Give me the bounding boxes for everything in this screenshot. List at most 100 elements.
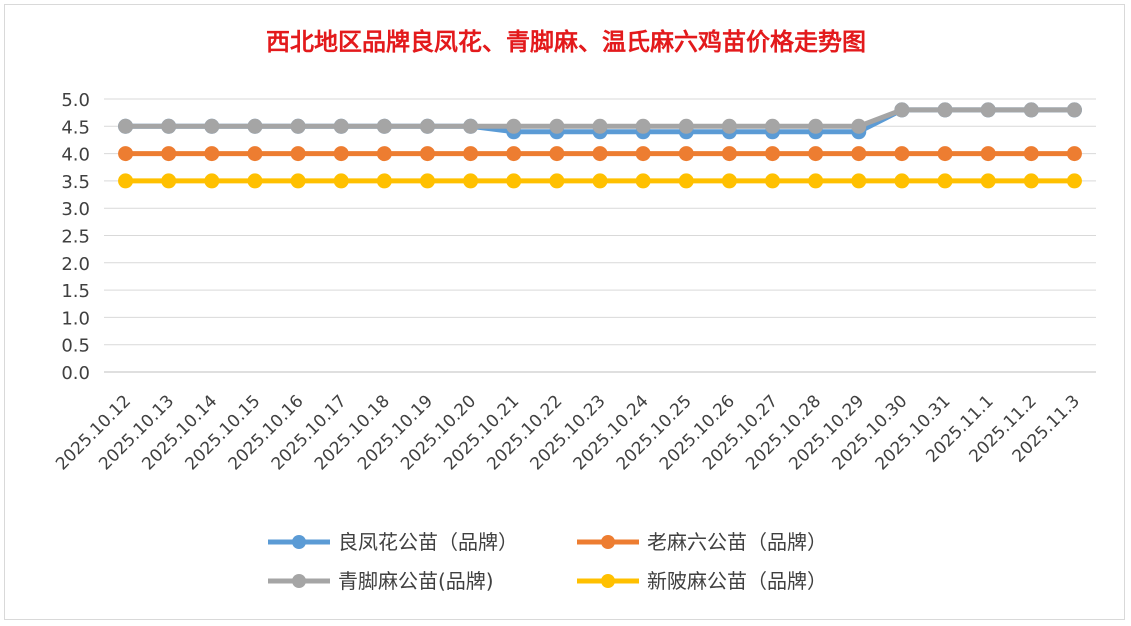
data-point: [290, 146, 306, 162]
data-point: [678, 173, 694, 189]
data-point: [635, 173, 651, 189]
legend-marker: [601, 574, 615, 588]
data-point: [204, 118, 220, 134]
y-tick-label: 5.0: [61, 90, 90, 111]
data-point: [937, 146, 953, 162]
data-point: [549, 146, 565, 162]
data-point: [333, 118, 349, 134]
legend-marker: [292, 535, 306, 549]
data-point: [721, 118, 737, 134]
data-point: [419, 146, 435, 162]
data-point: [333, 146, 349, 162]
data-point: [376, 146, 392, 162]
legend-label: 老麻六公苗（品牌）: [647, 530, 827, 554]
data-point: [1066, 146, 1082, 162]
y-tick-label: 2.0: [61, 254, 90, 275]
data-point: [506, 118, 522, 134]
legend-label: 青脚麻公苗(品牌): [338, 569, 494, 593]
series-1: [118, 146, 1082, 162]
data-point: [463, 173, 479, 189]
x-axis-ticks: 2025.10.122025.10.132025.10.142025.10.15…: [52, 391, 1084, 474]
legend-item: 良凤花公苗（品牌）: [268, 530, 518, 554]
y-axis-ticks: 0.0 0.5 1.0 1.5 2.0 2.5 3.0 3.5 4.0 4.5 5.0: [61, 90, 90, 384]
data-point: [204, 173, 220, 189]
y-tick-label: 3.0: [61, 199, 90, 220]
data-point: [419, 118, 435, 134]
chart-title: 西北地区品牌良凤花、青脚麻、温氏麻六鸡苗价格走势图: [266, 27, 866, 56]
data-point: [937, 173, 953, 189]
data-point: [1023, 146, 1039, 162]
data-point: [765, 118, 781, 134]
data-point: [161, 146, 177, 162]
legend-item: 青脚麻公苗(品牌): [268, 569, 494, 593]
data-point: [937, 102, 953, 118]
data-point: [506, 146, 522, 162]
data-point: [765, 173, 781, 189]
data-point: [592, 173, 608, 189]
data-point: [290, 173, 306, 189]
data-point: [980, 102, 996, 118]
legend-label: 良凤花公苗（品牌）: [338, 530, 518, 554]
data-point: [808, 118, 824, 134]
data-point: [549, 118, 565, 134]
y-tick-label: 0.5: [61, 336, 90, 357]
data-point: [463, 118, 479, 134]
series-3: [118, 173, 1082, 189]
data-point: [247, 173, 263, 189]
legend: 良凤花公苗（品牌） 老麻六公苗（品牌） 青脚麻公苗(品牌) 新陂麻公苗（品牌）: [268, 530, 827, 593]
data-point: [808, 173, 824, 189]
data-point: [118, 118, 134, 134]
data-point: [1023, 173, 1039, 189]
data-point: [1066, 102, 1082, 118]
data-point: [118, 173, 134, 189]
data-point: [894, 173, 910, 189]
data-point: [376, 173, 392, 189]
y-tick-label: 4.5: [61, 117, 90, 138]
data-point: [118, 146, 134, 162]
data-point: [635, 146, 651, 162]
grid-lines: [104, 98, 1096, 373]
data-point: [721, 146, 737, 162]
y-tick-label: 3.5: [61, 172, 90, 193]
data-point: [721, 173, 737, 189]
data-point: [894, 102, 910, 118]
data-point: [1066, 173, 1082, 189]
legend-item: 新陂麻公苗（品牌）: [577, 569, 827, 593]
data-point: [419, 173, 435, 189]
data-point: [765, 146, 781, 162]
data-point: [851, 173, 867, 189]
data-point: [894, 146, 910, 162]
y-tick-label: 1.5: [61, 281, 90, 302]
y-tick-label: 0.0: [61, 363, 90, 384]
y-tick-label: 2.5: [61, 227, 90, 248]
data-point: [247, 146, 263, 162]
legend-label: 新陂麻公苗（品牌）: [647, 569, 827, 593]
data-point: [463, 146, 479, 162]
data-point: [592, 146, 608, 162]
data-point: [851, 118, 867, 134]
series-layer: [118, 102, 1082, 189]
data-point: [635, 118, 651, 134]
data-point: [678, 146, 694, 162]
legend-marker: [292, 574, 306, 588]
data-point: [592, 118, 608, 134]
data-point: [678, 118, 694, 134]
data-point: [204, 146, 220, 162]
data-point: [980, 173, 996, 189]
data-point: [376, 118, 392, 134]
data-point: [333, 173, 349, 189]
data-point: [506, 173, 522, 189]
series-2: [118, 102, 1082, 134]
data-point: [980, 146, 996, 162]
y-tick-label: 1.0: [61, 308, 90, 329]
legend-item: 老麻六公苗（品牌）: [577, 530, 827, 554]
y-tick-label: 4.0: [61, 145, 90, 166]
chart-frame: [4, 4, 1125, 620]
data-point: [1023, 102, 1039, 118]
legend-marker: [601, 535, 615, 549]
data-point: [161, 173, 177, 189]
data-point: [851, 146, 867, 162]
data-point: [247, 118, 263, 134]
data-point: [808, 146, 824, 162]
